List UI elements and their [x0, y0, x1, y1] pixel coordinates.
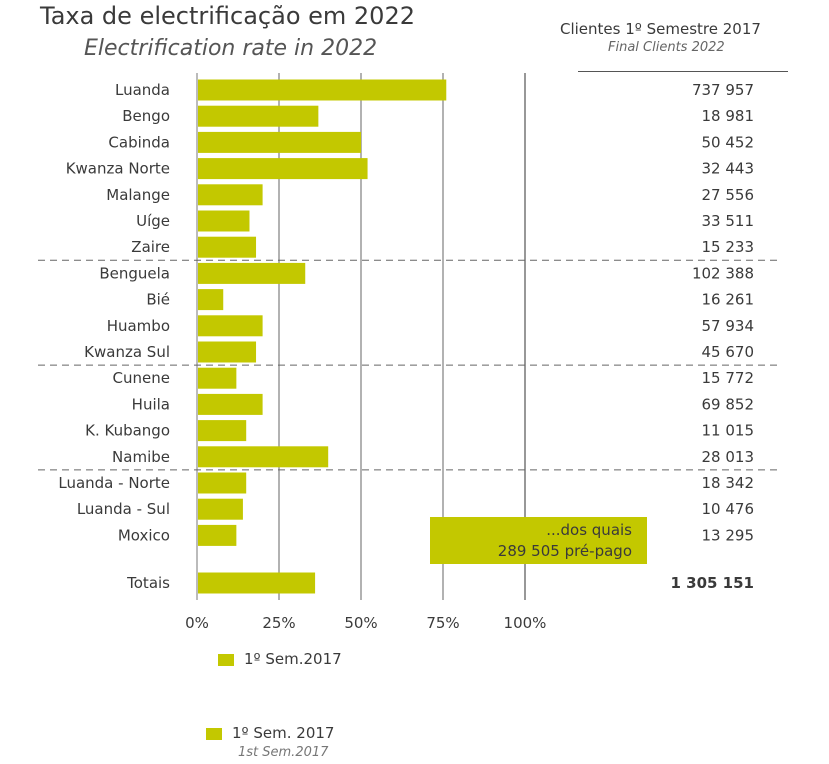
annotation-box: [430, 517, 647, 564]
bar: [198, 79, 447, 101]
bar: [198, 524, 237, 546]
category-label: Kwanza Sul: [84, 343, 170, 361]
x-tick-label: 50%: [344, 614, 377, 632]
bar: [198, 131, 361, 153]
chart-title: Taxa de electrificação em 2022: [40, 2, 415, 30]
bar: [198, 158, 368, 180]
clients-value: 18 981: [702, 107, 755, 125]
clients-value: 11 015: [702, 422, 755, 440]
bar: [198, 315, 263, 337]
x-tick-label: 75%: [426, 614, 459, 632]
legend-item-1: 1º Sem.2017: [218, 650, 342, 668]
category-label: Huambo: [107, 317, 170, 335]
category-label: Moxico: [118, 526, 170, 544]
bar: [198, 262, 306, 284]
category-label: Bengo: [122, 107, 170, 125]
bar: [198, 572, 316, 594]
legend-swatch: [218, 653, 234, 666]
clients-value: 57 934: [702, 317, 755, 335]
legend-swatch: [206, 727, 222, 740]
bar: [198, 498, 243, 520]
annotation-text: 289 505 pré-pago: [498, 542, 632, 560]
category-label: Kwanza Norte: [66, 160, 170, 178]
clients-value: 15 233: [702, 238, 755, 256]
category-label: Huila: [132, 395, 170, 413]
clients-value: 45 670: [702, 343, 755, 361]
category-label: K. Kubango: [85, 422, 170, 440]
legend-label: 1º Sem.2017: [244, 650, 342, 668]
category-label: Namibe: [112, 448, 170, 466]
bar: [198, 184, 263, 206]
clients-value: 10 476: [702, 500, 755, 518]
bar: [198, 472, 247, 494]
clients-value: 33 511: [702, 212, 755, 230]
clients-value: 32 443: [702, 160, 755, 178]
clients-total-value: 1 305 151: [670, 574, 754, 592]
x-tick-label: 0%: [185, 614, 209, 632]
chart-subtitle: Electrification rate in 2022: [84, 36, 378, 61]
legend-item-2: 1º Sem. 2017: [206, 724, 334, 742]
clients-value: 28 013: [702, 448, 755, 466]
bar: [198, 367, 237, 389]
category-label: Luanda - Norte: [58, 474, 170, 492]
clients-column-title: Clientes 1º Semestre 2017: [560, 20, 761, 38]
legend-label: 1º Sem. 2017: [232, 724, 335, 742]
bar: [198, 236, 257, 258]
legend-sublabel: 1st Sem.2017: [238, 745, 329, 760]
clients-value: 50 452: [702, 133, 755, 151]
category-label: Totais: [126, 574, 170, 592]
clients-header-rule: [578, 71, 788, 72]
clients-value: 16 261: [702, 291, 755, 309]
bar: [198, 210, 250, 232]
category-label: Luanda: [115, 81, 170, 99]
clients-value: 102 388: [692, 264, 754, 282]
category-label: Bié: [146, 291, 170, 309]
clients-value: 27 556: [702, 186, 755, 204]
clients-value: 69 852: [702, 395, 755, 413]
category-label: Cabinda: [108, 133, 170, 151]
bar: [198, 341, 257, 363]
category-label: Zaire: [131, 238, 170, 256]
category-label: Benguela: [99, 264, 170, 282]
clients-value: 18 342: [702, 474, 755, 492]
bar: [198, 105, 319, 127]
clients-column-subtitle: Final Clients 2022: [608, 40, 725, 55]
bar: [198, 393, 263, 415]
category-label: Uíge: [136, 212, 170, 230]
category-label: Malange: [106, 186, 170, 204]
category-label: Luanda - Sul: [77, 500, 170, 518]
bar: [198, 420, 247, 442]
category-label: Cunene: [113, 369, 170, 387]
x-tick-label: 100%: [504, 614, 547, 632]
clients-value: 15 772: [702, 369, 755, 387]
x-tick-label: 25%: [262, 614, 295, 632]
clients-value: 13 295: [702, 526, 755, 544]
clients-value: 737 957: [692, 81, 754, 99]
bar: [198, 289, 224, 311]
annotation-text: ...dos quais: [546, 521, 632, 539]
bar: [198, 446, 329, 468]
